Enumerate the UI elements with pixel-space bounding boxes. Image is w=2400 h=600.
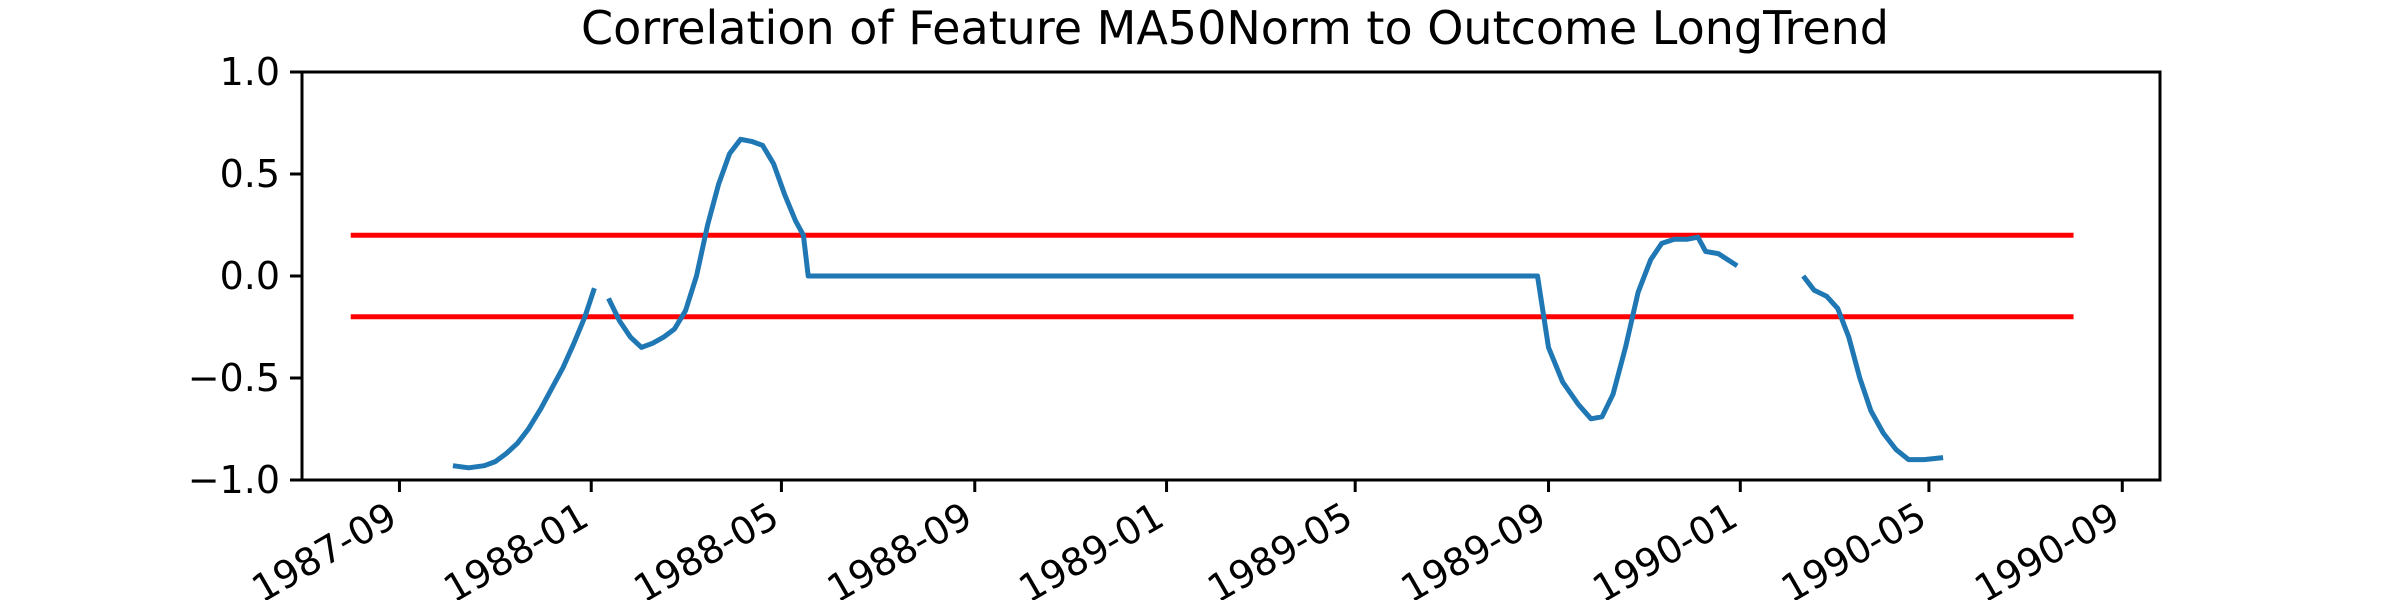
threshold-lines [350, 232, 2074, 320]
series-group [452, 136, 1944, 471]
chart-title: Correlation of Feature MA50Norm to Outco… [581, 1, 1889, 55]
y-axis: 1.0 0.5 0.0 −0.5 −1.0 [188, 50, 302, 502]
x-tick-label: 1988-05 [626, 494, 786, 600]
x-axis: 1987-09 1988-01 1988-05 1988-09 1989-01 1989-… [244, 480, 2127, 600]
y-tick-label: 0.5 [220, 152, 280, 196]
plot-frame [300, 70, 2162, 482]
x-tick-label: 1988-01 [436, 494, 596, 600]
y-tick-label: −1.0 [188, 458, 280, 502]
x-tick-label: 1988-09 [820, 494, 980, 600]
x-tick-label: 1990-01 [1585, 494, 1745, 600]
series-line-segment [452, 287, 597, 471]
y-tick-label: 1.0 [220, 50, 280, 94]
y-tick-label: −0.5 [188, 356, 280, 400]
y-tick-label: 0.0 [220, 254, 280, 298]
x-tick-label: 1989-09 [1394, 494, 1554, 600]
x-tick-label: 1990-05 [1774, 494, 1934, 600]
x-tick-label: 1987-09 [244, 494, 404, 600]
series-line-segment [606, 136, 1739, 422]
series-line-segment [1801, 274, 1944, 463]
x-tick-label: 1989-05 [1200, 494, 1360, 600]
x-tick-label: 1990-09 [1967, 494, 2127, 600]
x-tick-label: 1989-01 [1012, 494, 1172, 600]
